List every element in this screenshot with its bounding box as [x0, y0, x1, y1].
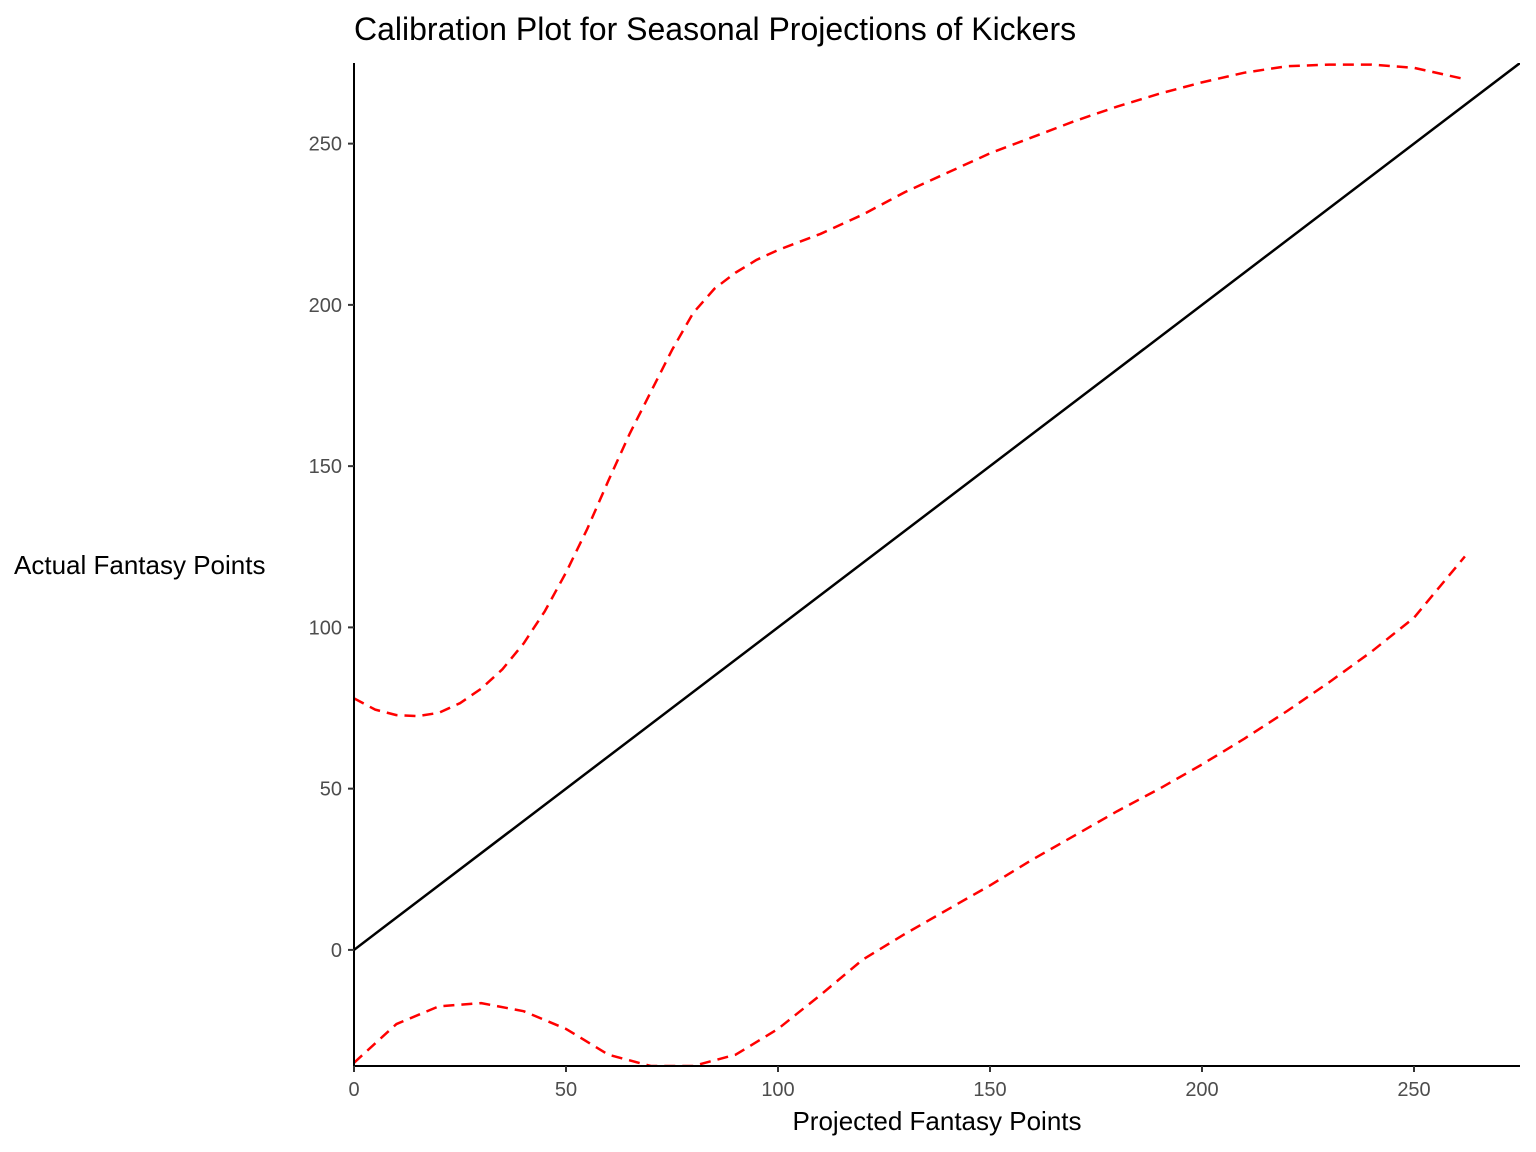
x-tick-label: 50: [555, 1079, 577, 1101]
x-tick-label: 0: [348, 1079, 359, 1101]
x-axis-label: Projected Fantasy Points: [792, 1106, 1081, 1136]
y-tick-label: 250: [309, 134, 342, 156]
x-tick-label: 100: [761, 1079, 794, 1101]
lower-bound-line: [354, 555, 1466, 1066]
y-tick-label: 100: [309, 617, 342, 639]
y-tick-label: 200: [309, 295, 342, 317]
y-tick-label: 50: [320, 779, 342, 801]
series-layer: [354, 63, 1520, 1066]
y-axis-label: Actual Fantasy Points: [14, 550, 265, 580]
x-tick-label: 250: [1397, 1079, 1430, 1101]
chart-title: Calibration Plot for Seasonal Projection…: [354, 11, 1076, 47]
x-tick-label: 200: [1185, 1079, 1218, 1101]
axes-layer: 0 50 100 150 200 250 0 50 100 150 200 250: [309, 63, 1520, 1101]
upper-bound-line: [354, 63, 1466, 718]
identity-line: [354, 63, 1520, 951]
y-tick-label: 0: [331, 940, 342, 962]
x-tick-label: 150: [973, 1079, 1006, 1101]
y-tick-label: 150: [309, 456, 342, 478]
